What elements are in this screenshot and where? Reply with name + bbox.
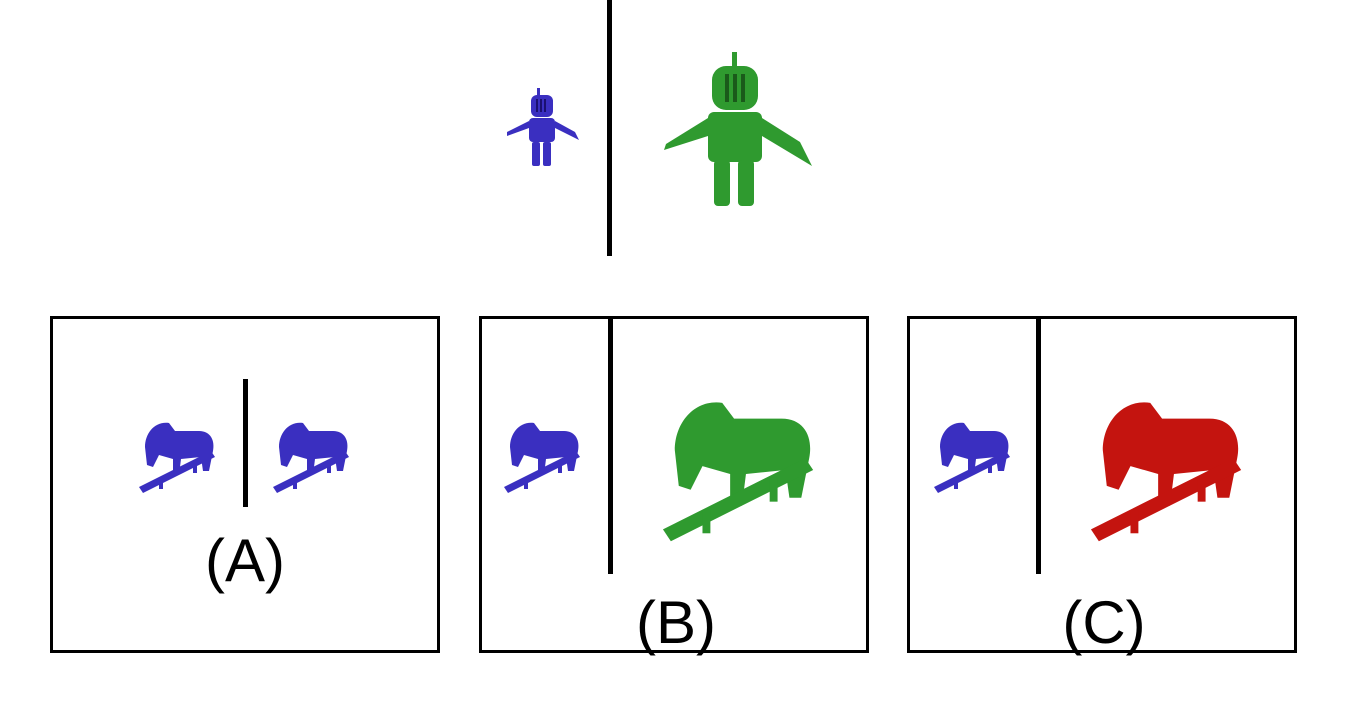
- option-a-divider: [243, 379, 248, 507]
- option-label-c: (C): [1062, 589, 1146, 656]
- rocking-horse-green-large: [662, 402, 814, 542]
- option-b-divider: [608, 319, 613, 574]
- option-label-a: (A): [205, 527, 285, 594]
- rocking-horse-blue-small: [934, 422, 1010, 493]
- option-c-divider: [1036, 319, 1041, 574]
- rocking-horse-red-large: [1090, 402, 1242, 542]
- knight-small-blue: [507, 88, 579, 166]
- option-panel-c[interactable]: (C): [907, 316, 1297, 653]
- option-label-b: (B): [636, 589, 716, 656]
- knight-large-green: [664, 52, 812, 206]
- rocking-horse-blue-left: [139, 422, 215, 493]
- rocking-horse-blue-right: [273, 422, 349, 493]
- option-panel-a[interactable]: (A): [50, 316, 440, 653]
- rocking-horse-blue-small: [504, 422, 580, 493]
- option-panel-b[interactable]: (B): [479, 316, 869, 653]
- example-divider: [607, 0, 612, 256]
